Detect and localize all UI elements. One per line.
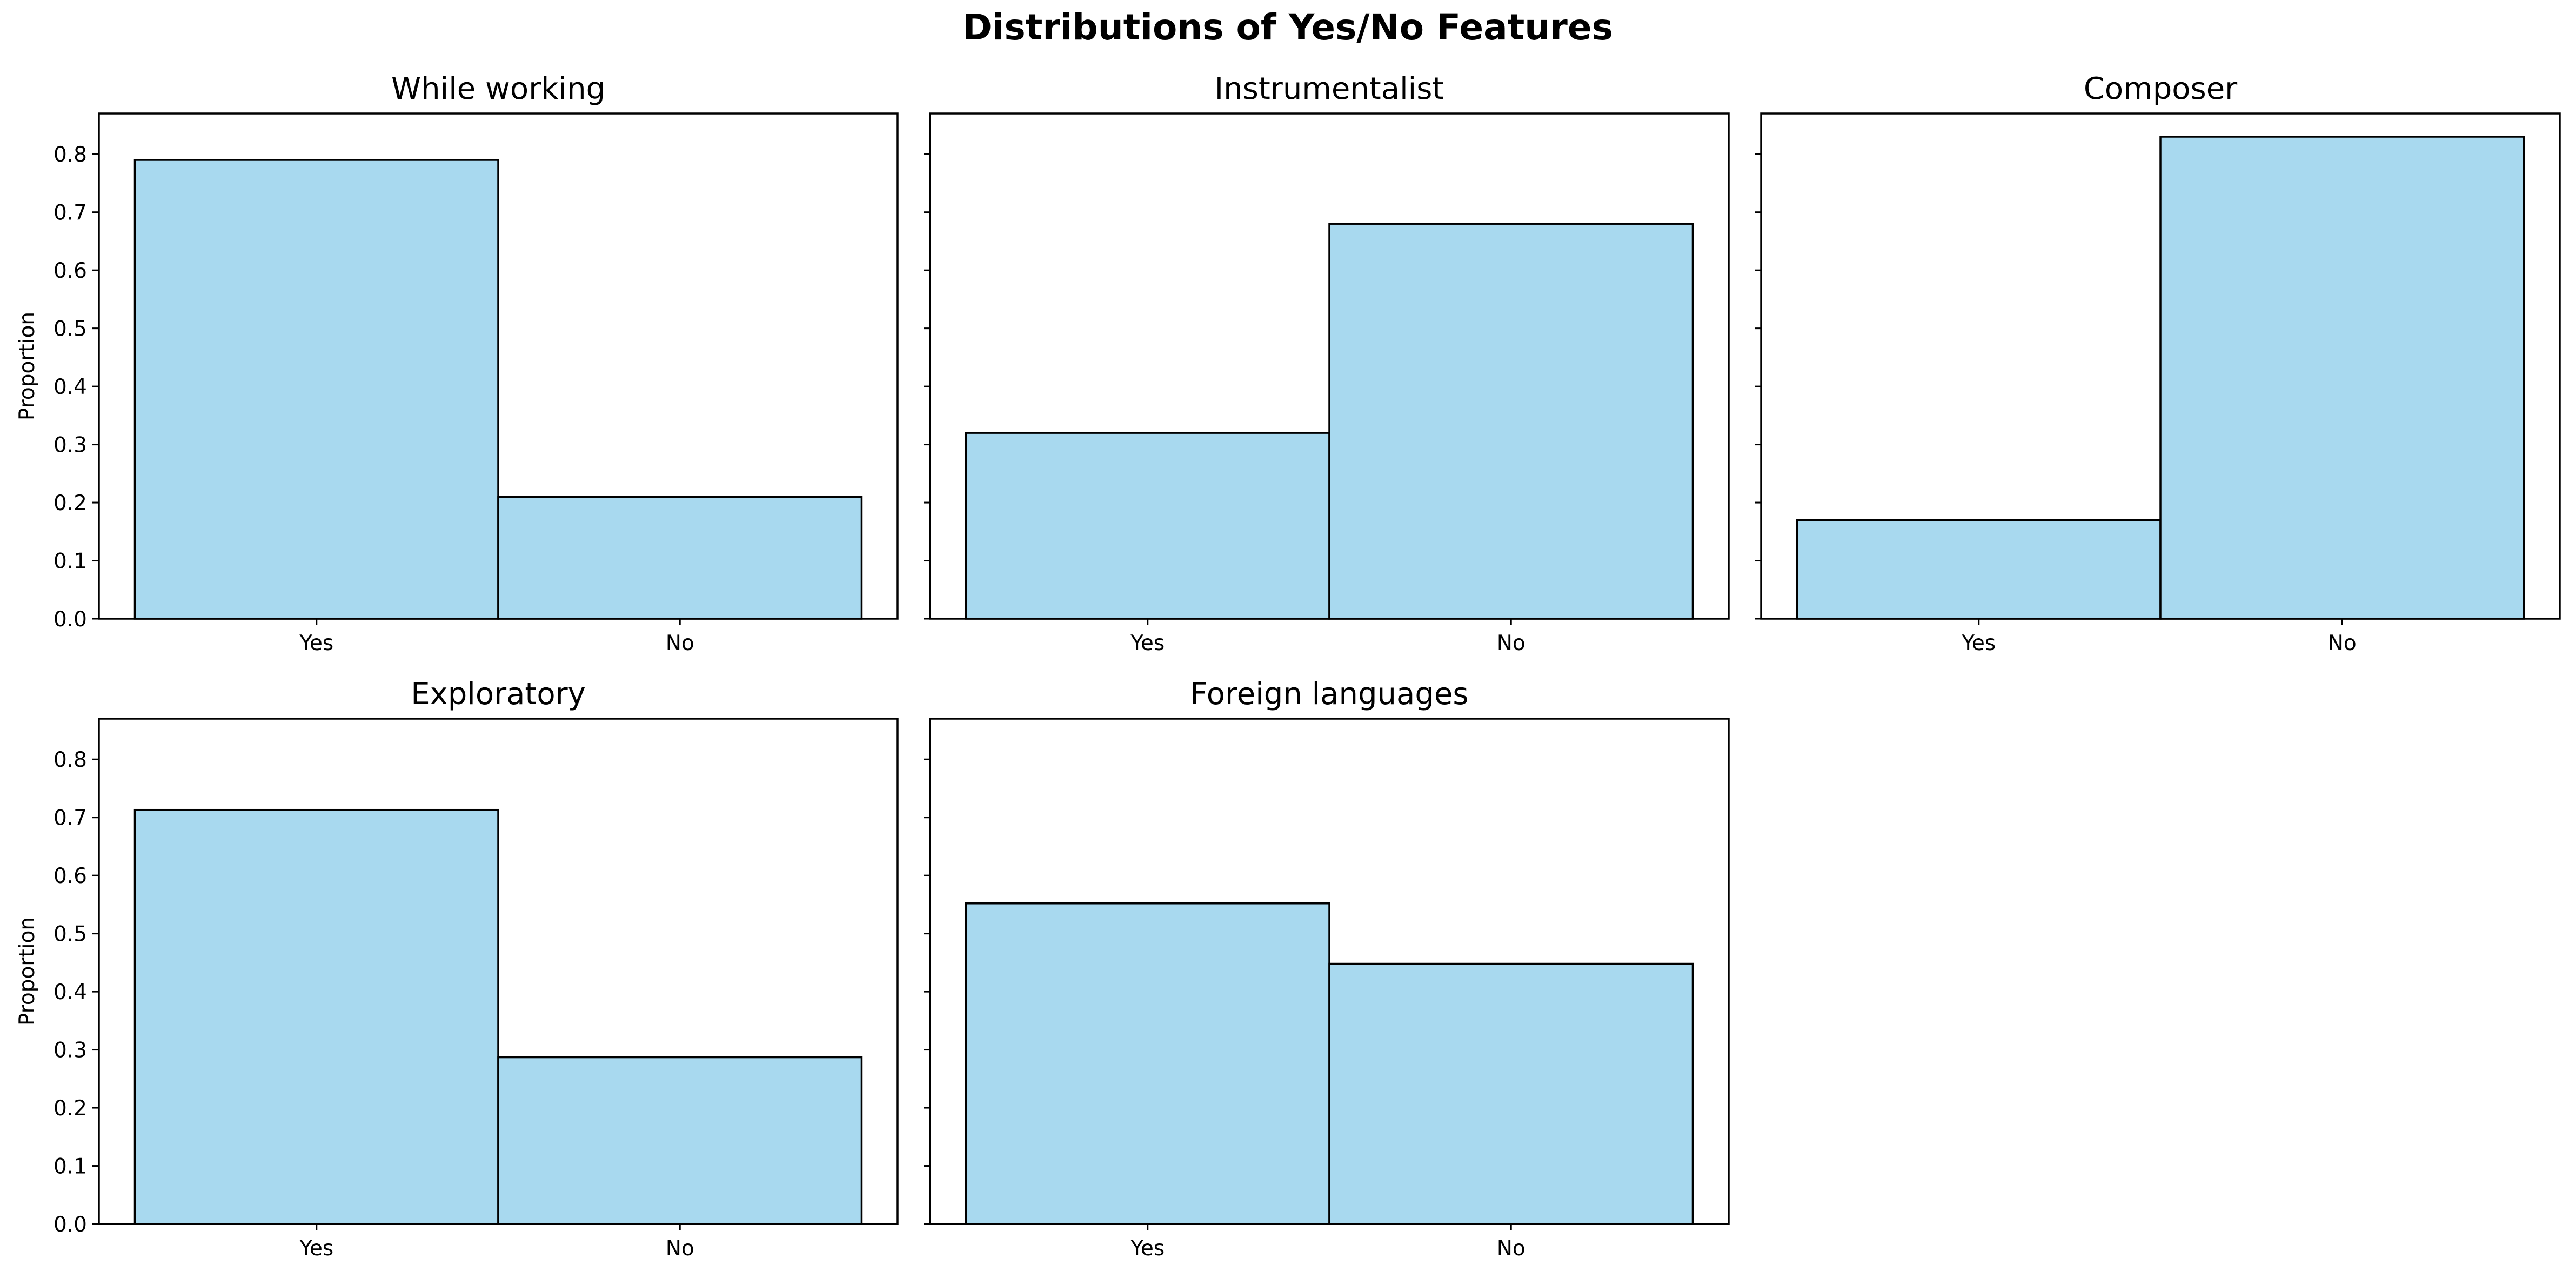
y-tick-label: 0.3: [53, 1039, 87, 1063]
bar-yes: [1796, 519, 2162, 620]
bar-yes: [965, 432, 1330, 620]
y-tick-label: 0.6: [53, 864, 87, 888]
axes-frame: [1760, 112, 2561, 620]
x-tick-label: Yes: [299, 1236, 333, 1261]
y-tick-label: 0.4: [53, 375, 87, 399]
x-tick-label: Yes: [299, 631, 333, 655]
x-tick-label: No: [2328, 631, 2357, 655]
axes-frame: [98, 112, 899, 620]
y-axis-label: Proportion: [15, 917, 39, 1026]
y-tick-label: 0.1: [53, 550, 87, 574]
subplot-instrumentalist: Instrumentalist Yes No: [924, 71, 1730, 655]
x-tick-label: No: [666, 631, 694, 655]
bar-yes: [965, 902, 1330, 1225]
y-tick-label: 0.7: [53, 806, 87, 831]
y-tick-label: 0.8: [53, 143, 87, 167]
y-tick-label: 0.6: [53, 259, 87, 283]
figure-title: Distributions of Yes/No Features: [962, 6, 1613, 48]
y-tick-label: 0.5: [53, 317, 87, 342]
subplot-exploratory: Exploratory Yes No 0.0 0.1 0.2 0.3 0.4 0.5 0.6 0.7…: [15, 677, 899, 1261]
x-tick-label: Yes: [1130, 1236, 1165, 1261]
bar-yes: [133, 808, 499, 1225]
y-tick-label: 0.0: [53, 1213, 87, 1237]
subplot-while-working: While working Yes No 0.0 0.1 0.2 0.3 0.4 0.5 0.6 0…: [15, 71, 899, 655]
bar-no: [2159, 136, 2525, 620]
y-tick-label: 0.8: [53, 748, 87, 772]
subplot-title: Composer: [2084, 71, 2238, 106]
bar-no: [497, 1056, 863, 1225]
axes-frame: [929, 718, 1730, 1225]
bar-no: [1328, 223, 1694, 620]
subplot-title: Instrumentalist: [1215, 71, 1444, 106]
subplot-title: Exploratory: [411, 677, 586, 712]
subplot-composer: Composer Yes No: [1755, 71, 2561, 655]
bar-yes: [133, 159, 499, 620]
y-tick-label: 0.2: [53, 491, 87, 516]
x-tick-label: No: [1497, 1236, 1525, 1261]
x-tick-label: Yes: [1130, 631, 1165, 655]
y-axis-label: Proportion: [15, 312, 39, 420]
subplot-title: Foreign languages: [1190, 677, 1468, 712]
y-tick-label: 0.0: [53, 607, 87, 632]
x-tick-label: No: [666, 1236, 694, 1261]
subplot-foreign-languages: Foreign languages Yes No: [924, 677, 1730, 1261]
subplot-title: While working: [391, 71, 605, 106]
y-tick-label: 0.1: [53, 1155, 87, 1179]
y-tick-label: 0.2: [53, 1096, 87, 1121]
subplot-grid: While working Yes No 0.0 0.1 0.2 0.3 0.4 0.5 0.6 0…: [15, 71, 2561, 1261]
x-tick-label: Yes: [1961, 631, 1996, 655]
x-tick-label: No: [1497, 631, 1525, 655]
bar-no: [497, 496, 863, 620]
y-tick-label: 0.4: [53, 980, 87, 1005]
axes-frame: [98, 718, 899, 1225]
y-tick-label: 0.5: [53, 922, 87, 947]
y-tick-label: 0.3: [53, 433, 87, 458]
y-tick-label: 0.7: [53, 201, 87, 225]
bar-no: [1328, 962, 1694, 1225]
axes-frame: [929, 112, 1730, 620]
